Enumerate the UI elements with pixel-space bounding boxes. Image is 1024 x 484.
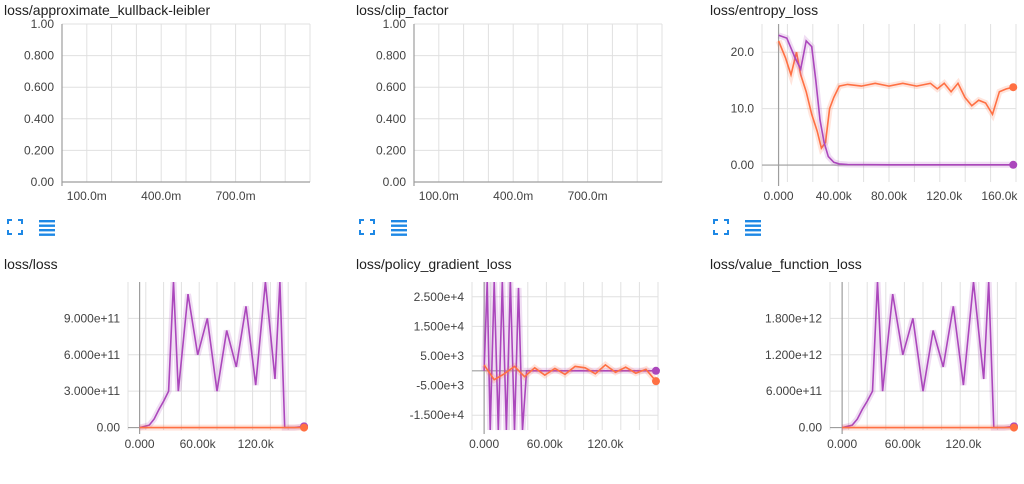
y-tick-label: 0.00 bbox=[799, 421, 823, 435]
x-tick-label: 400.0m bbox=[493, 189, 533, 203]
series-end-marker bbox=[651, 366, 660, 375]
chart-plot: 1.00 0.800 0.600 0.400 0.200 0.00 100.0m 400.0m… bbox=[376, 17, 663, 203]
y-tick-label: 1.00 bbox=[383, 17, 407, 31]
chart-plot: 1.00 0.800 0.600 0.400 0.200 0.00 100.0m 400.0m… bbox=[24, 17, 311, 203]
chart-toolbar bbox=[6, 218, 56, 236]
x-tick-label: 120.0k bbox=[587, 437, 624, 451]
y-tick-label: 3.000e+11 bbox=[64, 384, 120, 398]
y-tick-label: 0.600 bbox=[376, 80, 406, 94]
chart-plot: 1.800e+12 1.200e+12 6.000e+11 0.00 0.000 60.0… bbox=[765, 282, 1018, 451]
chart-card: loss/loss 9.000e+11 6.000e+11 3.000e+11 0.00… bbox=[0, 254, 330, 484]
series-line bbox=[139, 282, 305, 429]
series-end-marker bbox=[1009, 160, 1018, 169]
y-tick-label: 1.00 bbox=[31, 17, 55, 31]
x-tick-label: 120.0k bbox=[238, 437, 275, 451]
x-tick-label: 700.0m bbox=[216, 189, 256, 203]
chart-toolbar bbox=[712, 218, 762, 236]
series-end-marker bbox=[651, 377, 660, 386]
y-tick-label: 1.800e+12 bbox=[765, 311, 822, 325]
x-tick-label: 40.00k bbox=[816, 189, 853, 203]
y-tick-label: 0.400 bbox=[376, 112, 406, 126]
y-tick-label: 1.500e+4 bbox=[414, 319, 465, 333]
x-tick-label: 120.0k bbox=[926, 189, 963, 203]
y-tick-label: 0.200 bbox=[24, 143, 54, 157]
chart-title: loss/value_function_loss bbox=[710, 256, 862, 272]
chart-plot: 20.0 10.0 0.00 0.000 40.00k 80.00k 120.0k 160.0… bbox=[731, 24, 1018, 203]
series-end-marker bbox=[300, 423, 309, 432]
y-tick-label: 0.00 bbox=[731, 158, 755, 172]
chart-plot: 9.000e+11 6.000e+11 3.000e+11 0.00 0.000 60.0… bbox=[64, 282, 309, 451]
chart-title: loss/clip_factor bbox=[356, 2, 449, 18]
x-tick-label: 700.0m bbox=[568, 189, 608, 203]
x-tick-label: 0.000 bbox=[469, 437, 499, 451]
series-line bbox=[777, 40, 1014, 150]
y-tick-label: 0.200 bbox=[376, 143, 406, 157]
fullscreen-icon[interactable] bbox=[358, 218, 376, 236]
list-icon[interactable] bbox=[390, 218, 408, 236]
y-tick-label: 20.0 bbox=[731, 45, 755, 59]
chart-title: loss/policy_gradient_loss bbox=[356, 256, 512, 272]
series-end-marker bbox=[1009, 423, 1018, 432]
series-line bbox=[483, 282, 656, 431]
chart-card: loss/value_function_loss 1.800e+12 1.200e+… bbox=[706, 254, 1024, 484]
fullscreen-icon[interactable] bbox=[6, 218, 24, 236]
y-tick-label: 0.800 bbox=[376, 49, 406, 63]
x-tick-label: 160.0k bbox=[981, 189, 1018, 203]
series-line bbox=[778, 34, 1014, 166]
series-line bbox=[841, 282, 1015, 429]
chart-title: loss/loss bbox=[4, 256, 58, 272]
y-tick-label: 0.600 bbox=[24, 80, 54, 94]
x-tick-label: 400.0m bbox=[141, 189, 181, 203]
y-tick-label: 0.800 bbox=[24, 49, 54, 63]
chart-title: loss/entropy_loss bbox=[710, 2, 819, 18]
y-tick-label: 0.00 bbox=[31, 175, 55, 189]
chart-card: loss/entropy_loss 20.0 10.0 0.00 0.000 40.00k… bbox=[706, 0, 1024, 236]
y-tick-label: 10.0 bbox=[731, 102, 755, 116]
series-end-marker bbox=[1009, 83, 1018, 92]
y-tick-label: 1.200e+12 bbox=[765, 348, 822, 362]
chart-plot: 2.500e+4 1.500e+4 5.00e+3 -5.00e+3 -1.500e+4… bbox=[410, 282, 660, 451]
y-tick-label: 2.500e+4 bbox=[414, 290, 465, 304]
list-icon[interactable] bbox=[744, 218, 762, 236]
list-icon[interactable] bbox=[38, 218, 56, 236]
x-tick-label: 0.000 bbox=[827, 437, 857, 451]
y-tick-label: 5.00e+3 bbox=[420, 349, 464, 363]
y-tick-label: 6.000e+11 bbox=[766, 384, 822, 398]
y-tick-label: 0.00 bbox=[97, 421, 121, 435]
chart-card: loss/clip_factor 1.00 0.800 0.600 0.400 0.200… bbox=[352, 0, 682, 236]
chart-toolbar bbox=[358, 218, 408, 236]
chart-title: loss/approximate_kullback-leibler bbox=[4, 2, 211, 18]
x-tick-label: 100.0m bbox=[419, 189, 459, 203]
y-tick-label: 6.000e+11 bbox=[64, 348, 120, 362]
x-tick-label: 60.00k bbox=[885, 437, 922, 451]
x-tick-label: 80.00k bbox=[871, 189, 908, 203]
x-tick-label: 60.00k bbox=[527, 437, 564, 451]
y-tick-label: -1.500e+4 bbox=[410, 408, 465, 422]
chart-card: loss/approximate_kullback-leibler 1.00 0.8… bbox=[0, 0, 330, 236]
y-tick-label: 9.000e+11 bbox=[64, 311, 120, 325]
series-line bbox=[483, 363, 657, 382]
chart-card: loss/policy_gradient_loss 2.500e+4 1.500e+… bbox=[352, 254, 682, 484]
y-tick-label: 0.00 bbox=[383, 175, 407, 189]
x-tick-label: 60.00k bbox=[180, 437, 217, 451]
x-tick-label: 100.0m bbox=[67, 189, 107, 203]
fullscreen-icon[interactable] bbox=[712, 218, 730, 236]
x-tick-label: 0.000 bbox=[764, 189, 794, 203]
y-tick-label: -5.00e+3 bbox=[416, 379, 464, 393]
x-tick-label: 0.000 bbox=[125, 437, 155, 451]
y-tick-label: 0.400 bbox=[24, 112, 54, 126]
x-tick-label: 120.0k bbox=[945, 437, 982, 451]
